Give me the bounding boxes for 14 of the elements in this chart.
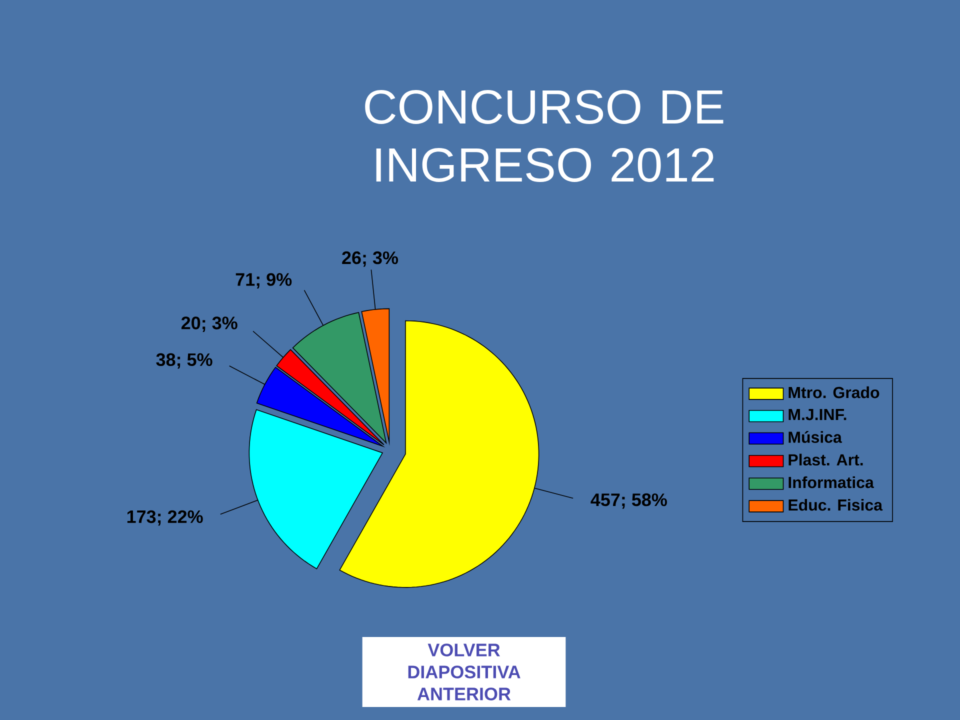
data-label: 26; 3% [342, 251, 398, 267]
data-label: 457; 58% [590, 493, 667, 509]
legend-label: Música [788, 431, 842, 443]
chart-title: CONCURSO DE INGRESO 2012 [365, 90, 724, 182]
legend-label: Plast. Art. [788, 454, 863, 466]
data-label: 173; 22% [127, 510, 203, 526]
data-label: 20; 3% [181, 316, 238, 332]
data-label: 38; 5% [156, 353, 212, 369]
legend-label: M.J.INF. [788, 409, 846, 420]
legend-label: Informatica [788, 476, 874, 488]
text: VOLVER DIAPOSITIVA ANTERIOR [408, 644, 520, 700]
legend-label: Mtro. Grado [788, 386, 880, 398]
data-label: 71; 9% [236, 273, 292, 288]
legend-label: Educ. Fisica [788, 498, 883, 511]
